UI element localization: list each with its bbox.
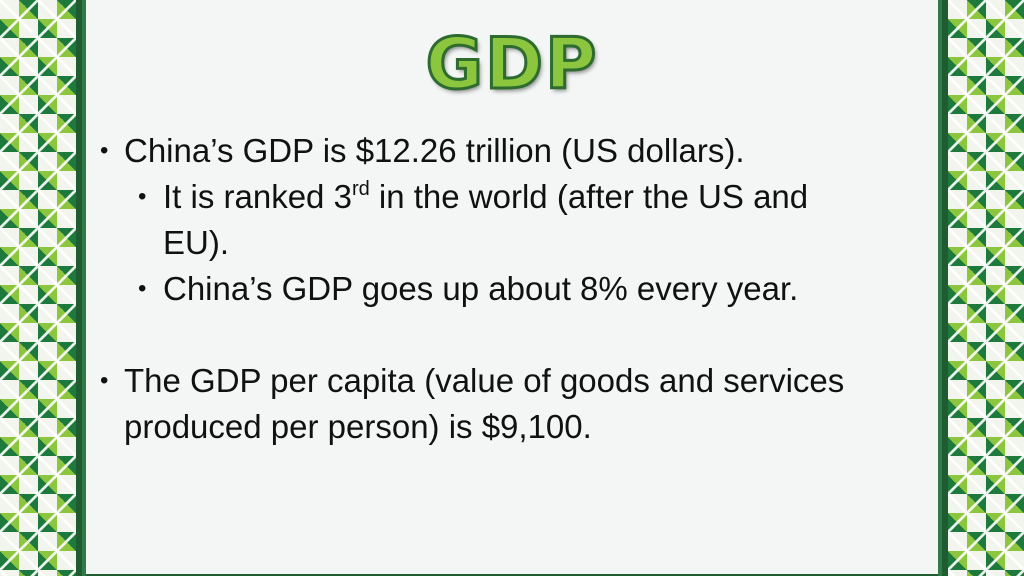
bullet-item-4: The GDP per capita (value of goods and s… <box>124 362 845 399</box>
frame-bar-left <box>76 0 82 576</box>
bullet-item-4-line-2: produced per person) is $9,100. <box>124 408 592 445</box>
slide-title: GDP <box>424 22 599 107</box>
frame-bar-right-inner <box>938 0 942 576</box>
bullet-item-2-text-b: in the world (after the US and <box>369 178 809 215</box>
bullet-dot: • <box>100 137 109 164</box>
frame-bar-right <box>942 0 948 576</box>
decorative-argyle-border-left <box>0 0 76 576</box>
bullet-item-2-superscript: rd <box>351 178 370 200</box>
bullet-item-1: China’s GDP is $12.26 trillion (US dolla… <box>124 132 745 169</box>
bullet-dot: • <box>138 275 147 302</box>
bullet-dot: • <box>100 367 109 394</box>
bullet-item-2-line-2: EU). <box>163 224 229 261</box>
bullet-item-3: China’s GDP goes up about 8% every year. <box>163 270 799 307</box>
frame-bar-left-inner <box>82 0 86 576</box>
decorative-argyle-border-right <box>948 0 1024 576</box>
bullet-dot: • <box>138 183 147 210</box>
slide-panel: GDP • China’s GDP is $12.26 trillion (US… <box>86 0 938 576</box>
bullet-item-2: It is ranked 3rd in the world (after the… <box>163 174 808 220</box>
bullet-item-2-text-a: It is ranked 3 <box>163 178 352 215</box>
